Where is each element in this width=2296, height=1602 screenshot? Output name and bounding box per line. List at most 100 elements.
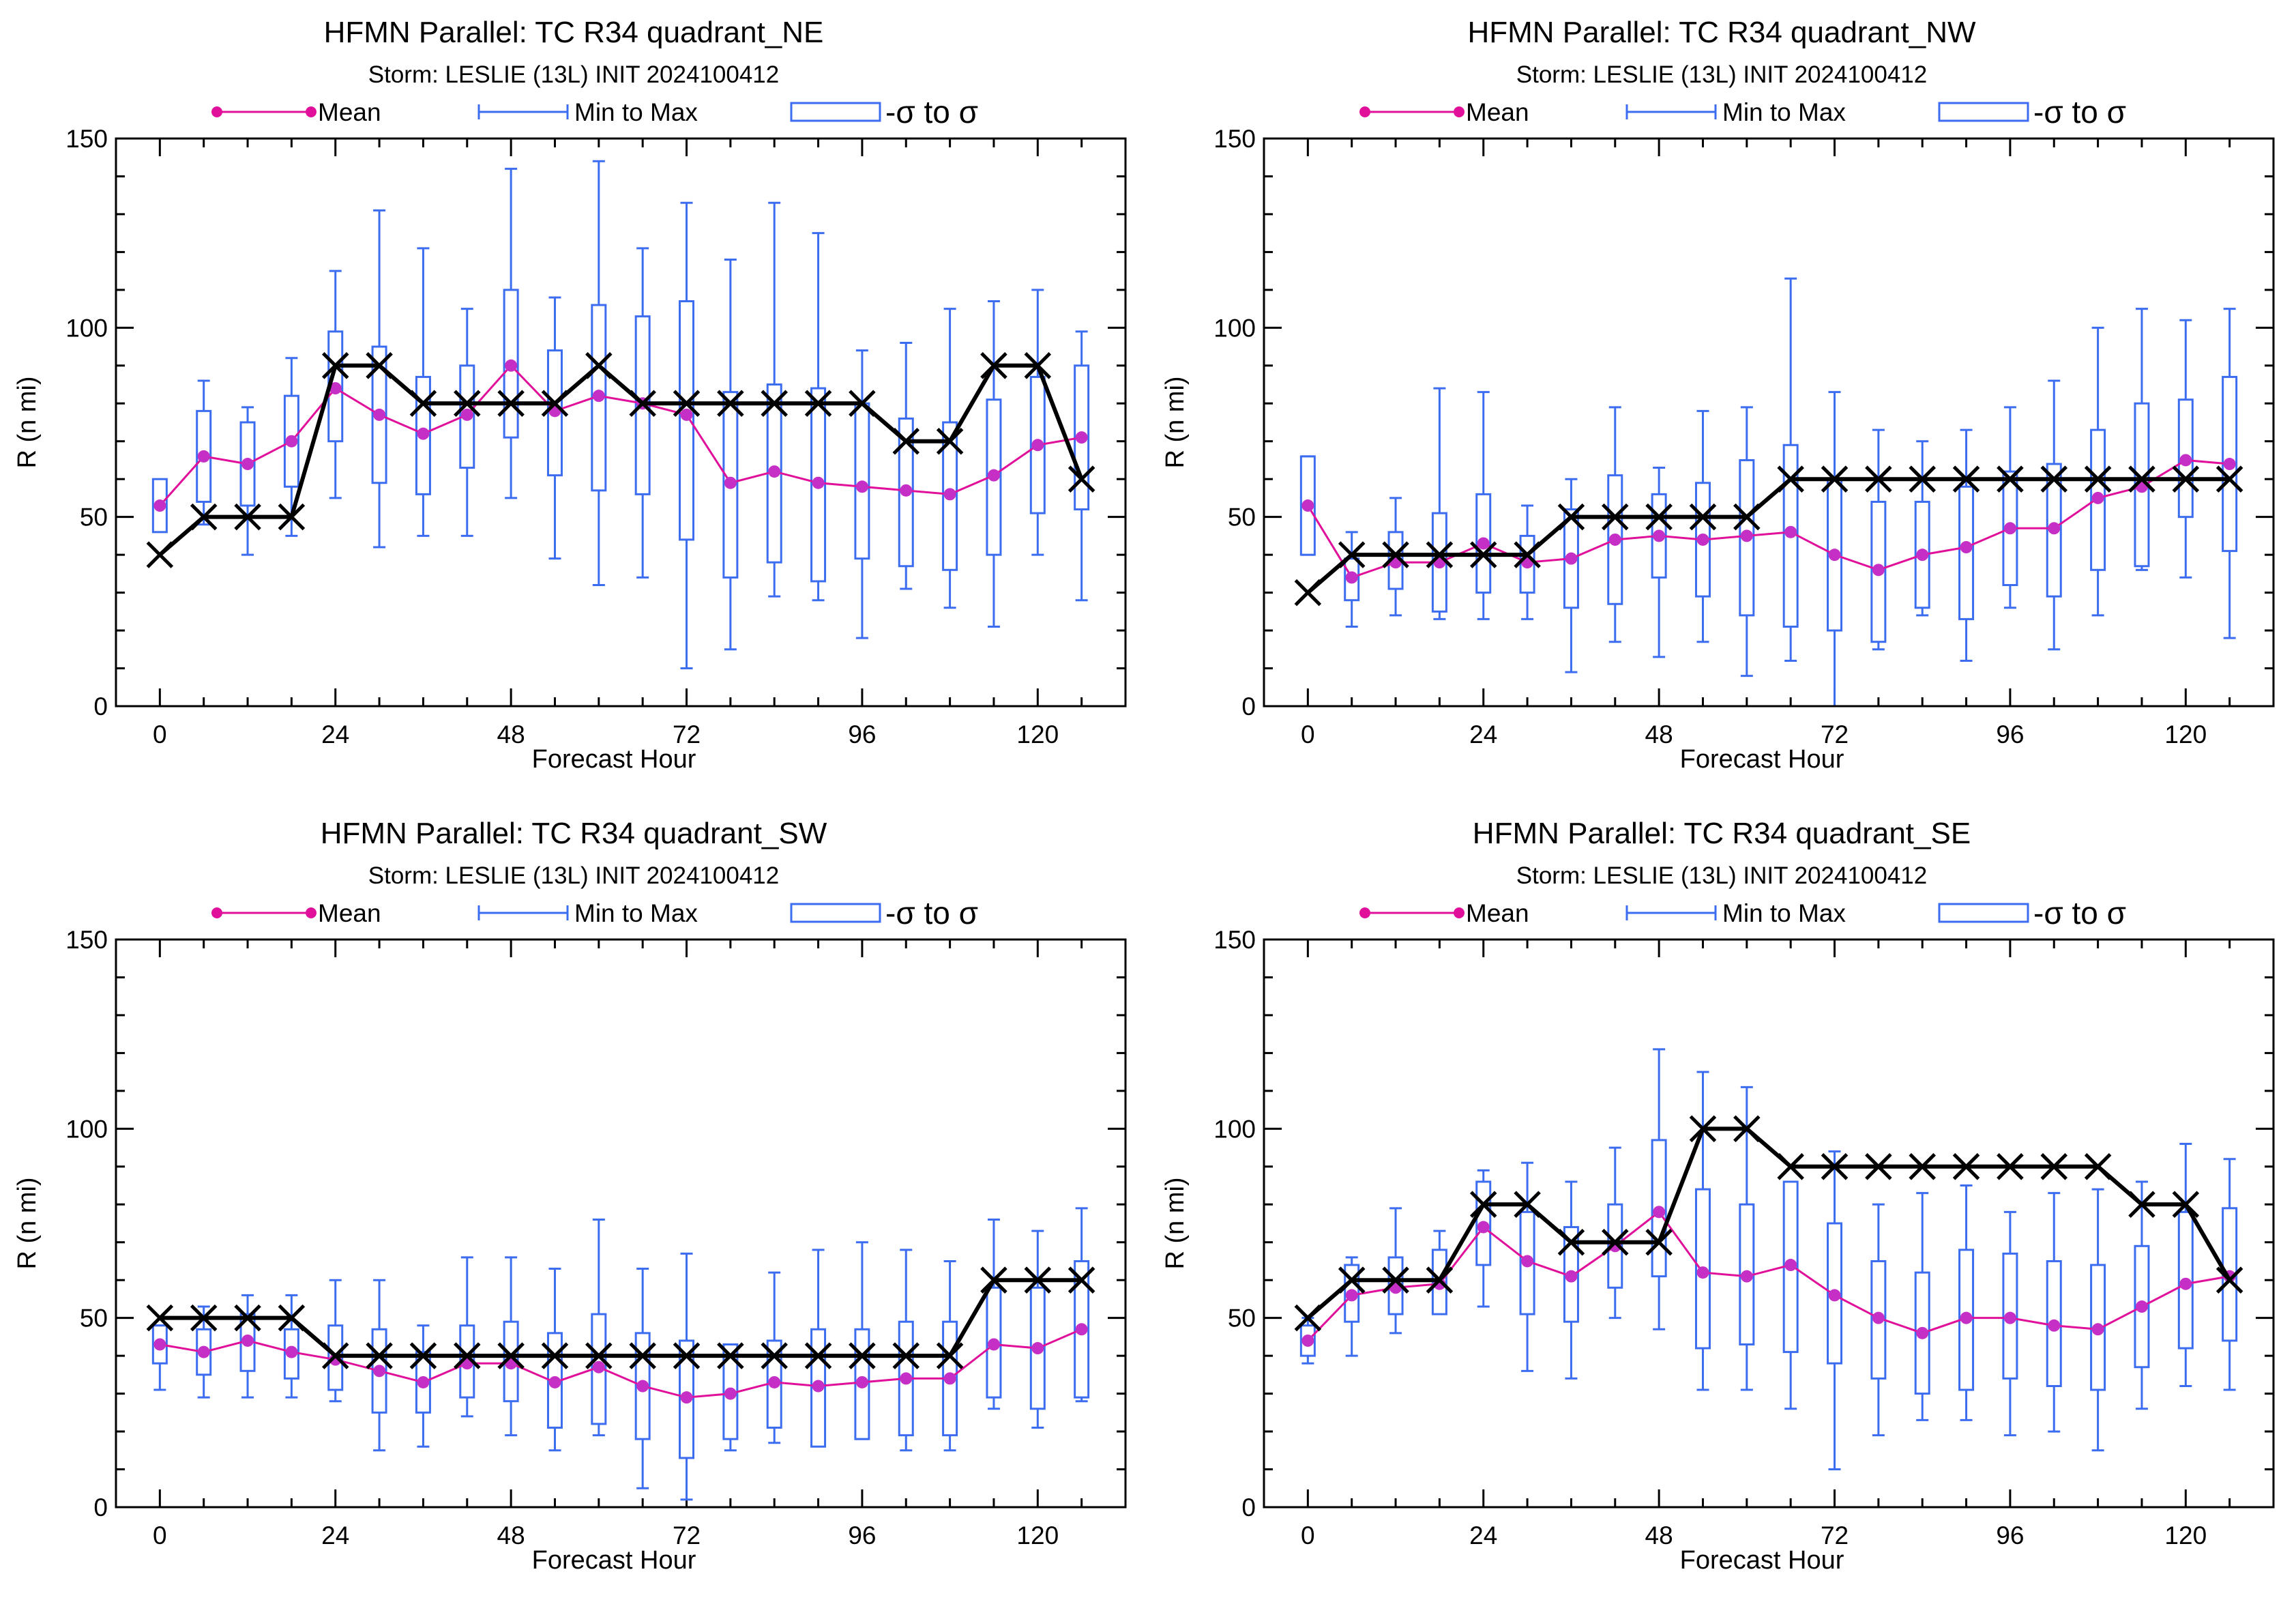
mean-point [417, 1375, 430, 1388]
y-tick-label: 100 [1213, 314, 1256, 342]
obs-point [146, 1304, 174, 1332]
mean-point [1960, 541, 1973, 554]
x-tick-label: 96 [848, 1521, 876, 1549]
obs-point [146, 541, 174, 568]
mean-point [768, 1375, 781, 1388]
legend-mean-label: Mean [318, 899, 381, 927]
mean-point [1565, 552, 1578, 565]
legend-minmax-label: Min to Max [1722, 899, 1846, 927]
obs-point [1426, 1266, 1454, 1294]
obs-point [1821, 465, 1849, 493]
obs-line [1306, 477, 2230, 594]
mean-point [592, 1360, 605, 1373]
x-tick-label: 24 [1469, 720, 1497, 748]
x-tick-label: 120 [1016, 1521, 1059, 1549]
chart-subtitle: Storm: LESLIE (13L) INIT 2024100412 [1516, 61, 1928, 88]
mean-point [987, 1338, 1000, 1351]
chart-panel-3: HFMN Parallel: TC R34 quadrant_SW Storm: … [13, 817, 1127, 1575]
obs-point [629, 390, 656, 418]
mean-point [1916, 549, 1929, 562]
obs-point [1382, 1266, 1409, 1294]
legend-mean-marker [211, 907, 222, 918]
mean-point [2003, 522, 2016, 535]
obs-point [1821, 1153, 1849, 1180]
legend-sigma-box [1938, 903, 2029, 923]
chart-title: HFMN Parallel: TC R34 quadrant_NE [324, 16, 824, 49]
x-tick-label: 48 [497, 1521, 525, 1549]
y-tick-label: 0 [1241, 1494, 1256, 1521]
mean-point [2179, 454, 2192, 467]
mean-point [987, 469, 1000, 482]
mean-point [241, 1334, 254, 1347]
obs-point [1997, 465, 2024, 493]
x-axis-label: Forecast Hour [532, 745, 696, 774]
obs-point [804, 390, 832, 418]
obs-point [1865, 1153, 1892, 1180]
chart-panel-4: HFMN Parallel: TC R34 quadrant_SE Storm: … [1161, 817, 2275, 1575]
obs-point [278, 503, 306, 531]
mean-point [1828, 1289, 1841, 1302]
mean-point [2048, 522, 2061, 535]
legend-mean-marker [1359, 106, 1370, 117]
obs-point [1777, 465, 1804, 493]
chart-panel-1: HFMN Parallel: TC R34 quadrant_NE Storm: … [13, 16, 1127, 774]
obs-point [585, 1342, 613, 1369]
mean-point [855, 1375, 868, 1388]
obs-point [1068, 1266, 1095, 1294]
y-tick-label: 150 [65, 125, 108, 153]
obs-point [849, 390, 876, 418]
obs-point [1294, 579, 1322, 607]
obs-point [2040, 1153, 2068, 1180]
mean-point [2091, 491, 2104, 504]
legend-sigma-label: -σ to σ [885, 895, 978, 931]
y-tick-label: 50 [1228, 1305, 1256, 1332]
x-tick-label: 0 [153, 720, 167, 748]
mean-point [2179, 1277, 2192, 1290]
obs-point [1733, 1115, 1761, 1143]
obs-point [1777, 1153, 1804, 1180]
obs-point [1557, 503, 1585, 531]
legend-minmax-label: Min to Max [1722, 98, 1846, 126]
legend-mean-marker [306, 106, 317, 117]
mean-point [1828, 549, 1841, 562]
obs-point [1338, 1266, 1366, 1294]
mean-point [1075, 431, 1088, 444]
obs-point [717, 1342, 744, 1369]
obs-line [1306, 1126, 2232, 1320]
obs-point [585, 352, 613, 379]
x-tick-label: 120 [2164, 1521, 2207, 1549]
mean-point [1477, 1221, 1490, 1234]
mean-point [680, 408, 693, 421]
obs-point [1294, 1304, 1322, 1332]
y-axis-label: R (n mi) [13, 376, 42, 468]
mean-point [1301, 1334, 1314, 1347]
mean-point [329, 382, 342, 395]
mean-point [2223, 458, 2236, 471]
y-tick-label: 150 [1213, 125, 1256, 153]
mean-point [812, 1380, 825, 1393]
x-tick-label: 72 [673, 1521, 701, 1549]
y-tick-label: 0 [1241, 693, 1256, 720]
obs-point [1068, 465, 1095, 493]
y-tick-label: 50 [80, 1305, 108, 1332]
plot-frame [115, 137, 1127, 708]
obs-point [936, 1342, 964, 1369]
mean-point [636, 1380, 649, 1393]
obs-point [1382, 541, 1409, 568]
obs-point [1952, 1153, 1980, 1180]
mean-point [1696, 1266, 1709, 1279]
mean-point [1784, 525, 1797, 538]
plot-frame [1263, 137, 2275, 708]
obs-point [278, 1304, 306, 1332]
obs-point [980, 352, 1007, 379]
legend: Mean Min to Max -σ to σ [1359, 94, 2126, 130]
obs-point [1602, 503, 1629, 531]
legend: Mean Min to Max -σ to σ [1359, 895, 2126, 931]
obs-point [541, 390, 569, 418]
mean-point [1031, 1342, 1044, 1355]
y-tick-label: 100 [65, 1115, 108, 1143]
mean-point [724, 1387, 737, 1400]
mean-point [2003, 1311, 2016, 1324]
mean-point [680, 1391, 693, 1404]
